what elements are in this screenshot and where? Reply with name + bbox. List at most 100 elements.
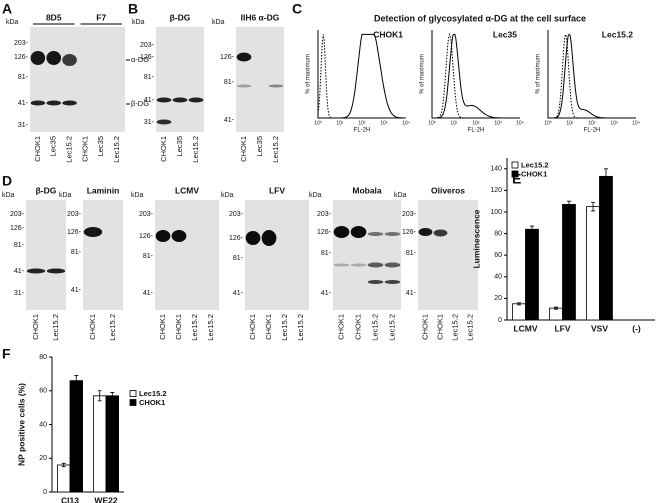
y-tick-label: 40: [494, 274, 502, 281]
band: [384, 280, 401, 284]
marker-label: 203-: [140, 42, 155, 49]
marker-label: 203-: [67, 211, 82, 218]
marker-label: 203-: [139, 211, 154, 218]
x-tick-label: 10²: [588, 120, 596, 126]
unit-label: kDa: [59, 192, 72, 199]
panel-label: D: [2, 173, 12, 189]
lane-label: Lec15.2: [370, 314, 379, 341]
lane-label: Lec15.2: [387, 314, 396, 341]
error-bar: [517, 302, 522, 306]
y-tick-label: 40: [39, 421, 47, 428]
lane-label: Lec35: [96, 136, 105, 156]
bar: [562, 204, 576, 321]
unit-label: kDa: [212, 19, 225, 26]
x-tick-label: 10²: [472, 120, 480, 126]
lane-label: Lec15.2: [191, 136, 200, 163]
marker-label: 81-: [14, 242, 25, 249]
band: [30, 51, 46, 65]
x-axis-label: FL-2H: [468, 128, 485, 134]
marker-label: 41-: [71, 287, 82, 294]
lane-label: CHOK1: [435, 314, 444, 340]
blot: [26, 200, 66, 310]
lane-label: CHOK1: [420, 314, 429, 340]
unit-label: kDa: [221, 192, 234, 199]
legend-label: CHOK1: [521, 169, 547, 178]
lane-label: Lec15.2: [206, 314, 215, 341]
marker-label: 31-: [18, 122, 29, 129]
band: [188, 97, 204, 103]
legend-swatch: [511, 161, 519, 169]
marker-label: 126-: [220, 54, 235, 61]
x-tick-label: (-): [632, 323, 641, 333]
x-tick-label: 10³: [610, 120, 618, 126]
band: [62, 54, 77, 66]
error-bar: [74, 375, 79, 387]
band: [333, 263, 350, 267]
band: [155, 230, 171, 242]
cell-line-label: CHOK1: [373, 29, 403, 39]
band: [268, 84, 284, 88]
marker-label: 41-: [143, 290, 154, 297]
y-tick-label: 140: [490, 166, 502, 173]
marker-label: 126-: [14, 54, 29, 61]
marker-label: 41-: [144, 97, 155, 104]
bar: [525, 228, 539, 321]
marker-label: 41-: [14, 268, 25, 275]
band: [46, 51, 62, 65]
legend-swatch: [129, 390, 137, 397]
panel-title: Detection of glycosylated α-DG at the ce…: [374, 13, 586, 23]
x-tick-label: 10¹: [450, 120, 458, 126]
x-tick-label: LCMV: [513, 323, 537, 333]
band: [367, 280, 384, 284]
lane-label: CHOK1: [239, 136, 248, 162]
lane-label: CHOK1: [248, 314, 257, 340]
lane-label: Lec15.2: [465, 314, 474, 341]
y-axis-label: NP positive cells (%): [16, 383, 26, 466]
x-tick-label: 10³: [494, 120, 502, 126]
unit-label: kDa: [132, 19, 145, 26]
marker-label: 31-: [144, 119, 155, 126]
x-tick-label: 10⁴: [402, 120, 410, 126]
y-axis-label: % of maximum: [306, 54, 312, 94]
y-tick-label: 80: [39, 354, 47, 361]
band: [156, 119, 172, 125]
band: [367, 232, 384, 236]
band: [62, 100, 77, 106]
y-tick-label: 80: [494, 230, 502, 237]
marker-label: 41-: [224, 117, 235, 124]
x-tick-label: WE22: [94, 495, 117, 503]
control-histogram: [317, 34, 406, 119]
band: [350, 263, 367, 267]
marker-label: 126-: [67, 229, 82, 236]
lane-label: CHOK1: [33, 136, 42, 162]
marker-label: 41-: [18, 100, 29, 107]
error-bar: [566, 200, 571, 209]
band: [26, 268, 46, 274]
legend-label: Lec15.2: [521, 160, 549, 169]
band: [367, 262, 384, 268]
blot: [236, 27, 284, 132]
x-tick-label: Cl13: [61, 495, 79, 503]
y-tick-label: 0: [43, 489, 47, 496]
bar: [599, 175, 613, 321]
bar: [105, 395, 120, 493]
band: [46, 268, 66, 274]
marker-label: 203-: [10, 211, 25, 218]
error-bar: [61, 462, 66, 468]
unit-label: kDa: [309, 192, 322, 199]
x-tick-label: 10³: [380, 120, 388, 126]
blot: [333, 200, 401, 310]
lane-label: Lec15.2: [65, 136, 74, 163]
x-tick-label: 10⁰: [544, 120, 552, 126]
blot: [155, 200, 219, 310]
x-tick-label: VSV: [591, 323, 608, 333]
error-bar: [97, 390, 102, 402]
band: [261, 230, 277, 246]
marker-label: 203-: [402, 211, 417, 218]
lane-label: CHOK1: [353, 314, 362, 340]
y-axis-label: % of maximum: [420, 54, 426, 94]
lane-label: Lec15.2: [51, 314, 60, 341]
bar: [586, 206, 600, 321]
lane-label: Lec15.2: [112, 136, 121, 163]
antibody-label: Laminin: [87, 185, 120, 195]
